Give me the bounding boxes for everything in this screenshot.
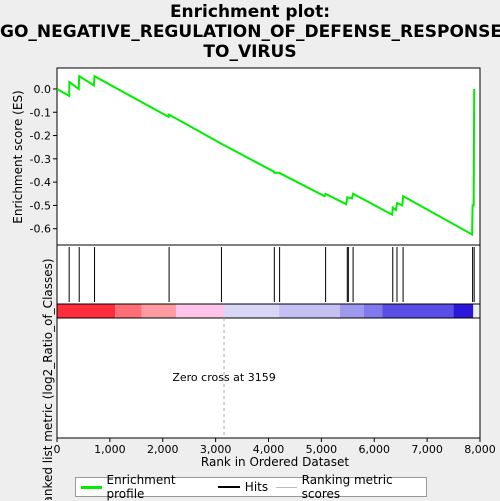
y-tick-label: -0.5 [30, 199, 51, 212]
y-tick-label: 0.0 [34, 83, 52, 96]
x-tick-label: 0 [54, 443, 61, 456]
metric-band-segment [453, 304, 474, 318]
x-tick-label: 1,000 [94, 443, 126, 456]
legend-label-metric: Ranking metric scores [301, 473, 393, 501]
metric-band-segment [57, 304, 116, 318]
hits-panel [56, 244, 481, 305]
x-tick-label: 5,000 [306, 443, 338, 456]
es-panel [56, 67, 481, 246]
metric-band-segment [279, 304, 340, 318]
legend-label-hits: Hits [244, 480, 269, 494]
metric-panel [56, 317, 481, 439]
ranking-metric-band [57, 304, 474, 318]
x-tick-label: 3,000 [200, 443, 232, 456]
y-tick-label: -0.2 [30, 130, 51, 143]
x-tick-label: 4,000 [253, 443, 285, 456]
legend-label-profile: Enrichment profile [106, 473, 176, 501]
legend-swatch-profile [81, 485, 102, 489]
metric-band-segment [115, 304, 142, 318]
es-y-ticks: 0.0 -0.1 -0.2 -0.3 -0.4 -0.5 -0.6 [30, 83, 57, 236]
legend-item-profile: Enrichment profile [81, 473, 210, 501]
metric-band-segment [363, 304, 383, 318]
x-tick-label: 6,000 [359, 443, 391, 456]
legend-swatch-hits [217, 486, 240, 488]
chart-title: Enrichment plot: GO_NEGATIVE_REGULATION_… [0, 2, 500, 62]
metric-band-segment [224, 304, 280, 318]
enrichment-profile-line [56, 74, 476, 237]
x-ticks: 0 1,000 2,000 3,000 4,000 5,000 6,000 7,000 8,00… [54, 438, 496, 456]
y-tick-label: -0.6 [30, 223, 51, 236]
x-tick-label: 8,000 [464, 443, 496, 456]
y-axis-label-top: Enrichment score (ES) [11, 90, 25, 223]
title-line-3: TO_VIRUS [203, 42, 297, 62]
title-line-1: Enrichment plot: [169, 2, 331, 22]
metric-band-segment [175, 304, 225, 318]
legend-item-metric: Ranking metric scores [276, 473, 426, 501]
zero-cross-label: Zero cross at 3159 [172, 371, 275, 384]
y-tick-label: -0.4 [30, 176, 51, 189]
x-axis-label: Rank in Ordered Dataset [201, 455, 349, 469]
chart-legend: Enrichment profile Hits Ranking metric s… [75, 473, 427, 501]
y-axis-label-bottom: Ranked list metric (log2_Ratio_of_Classe… [41, 258, 55, 500]
hit-markers [68, 247, 475, 302]
metric-band-segment [382, 304, 454, 318]
y-tick-label: -0.1 [30, 106, 51, 119]
metric-band-segment [141, 304, 176, 318]
y-tick-label: -0.3 [30, 153, 51, 166]
metric-band-segment [339, 304, 364, 318]
legend-item-hits: Hits [217, 480, 269, 494]
x-tick-label: 2,000 [147, 443, 179, 456]
legend-swatch-metric [276, 486, 297, 488]
x-tick-label: 7,000 [411, 443, 443, 456]
title-line-2: GO_NEGATIVE_REGULATION_OF_DEFENSE_RESPON… [0, 22, 500, 42]
